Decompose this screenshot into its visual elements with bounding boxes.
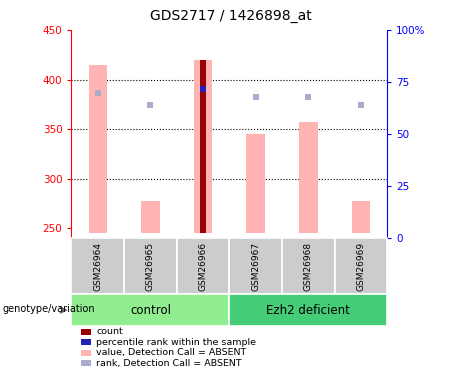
Bar	[194, 60, 212, 233]
Bar	[177, 238, 229, 294]
Bar	[247, 134, 265, 233]
Bar	[335, 238, 387, 294]
Bar	[352, 201, 370, 233]
Bar	[124, 238, 177, 294]
Text: GSM26969: GSM26969	[356, 242, 366, 291]
Text: GSM26965: GSM26965	[146, 242, 155, 291]
Bar	[282, 238, 335, 294]
Text: value, Detection Call = ABSENT: value, Detection Call = ABSENT	[96, 348, 247, 357]
Text: percentile rank within the sample: percentile rank within the sample	[96, 338, 256, 347]
Bar	[89, 64, 107, 233]
Text: GSM26964: GSM26964	[93, 242, 102, 291]
Bar	[229, 238, 282, 294]
Bar	[71, 294, 230, 326]
Bar	[141, 201, 160, 233]
Text: rank, Detection Call = ABSENT: rank, Detection Call = ABSENT	[96, 359, 242, 368]
Text: count: count	[96, 327, 123, 336]
Text: GDS2717 / 1426898_at: GDS2717 / 1426898_at	[150, 9, 311, 23]
Text: genotype/variation: genotype/variation	[2, 304, 95, 314]
Bar	[299, 122, 318, 233]
Text: GSM26966: GSM26966	[199, 242, 207, 291]
Bar	[229, 294, 387, 326]
Bar	[71, 238, 124, 294]
Bar	[200, 60, 206, 233]
Text: control: control	[130, 304, 171, 317]
Text: Ezh2 deficient: Ezh2 deficient	[266, 304, 350, 317]
Text: GSM26968: GSM26968	[304, 242, 313, 291]
Text: GSM26967: GSM26967	[251, 242, 260, 291]
